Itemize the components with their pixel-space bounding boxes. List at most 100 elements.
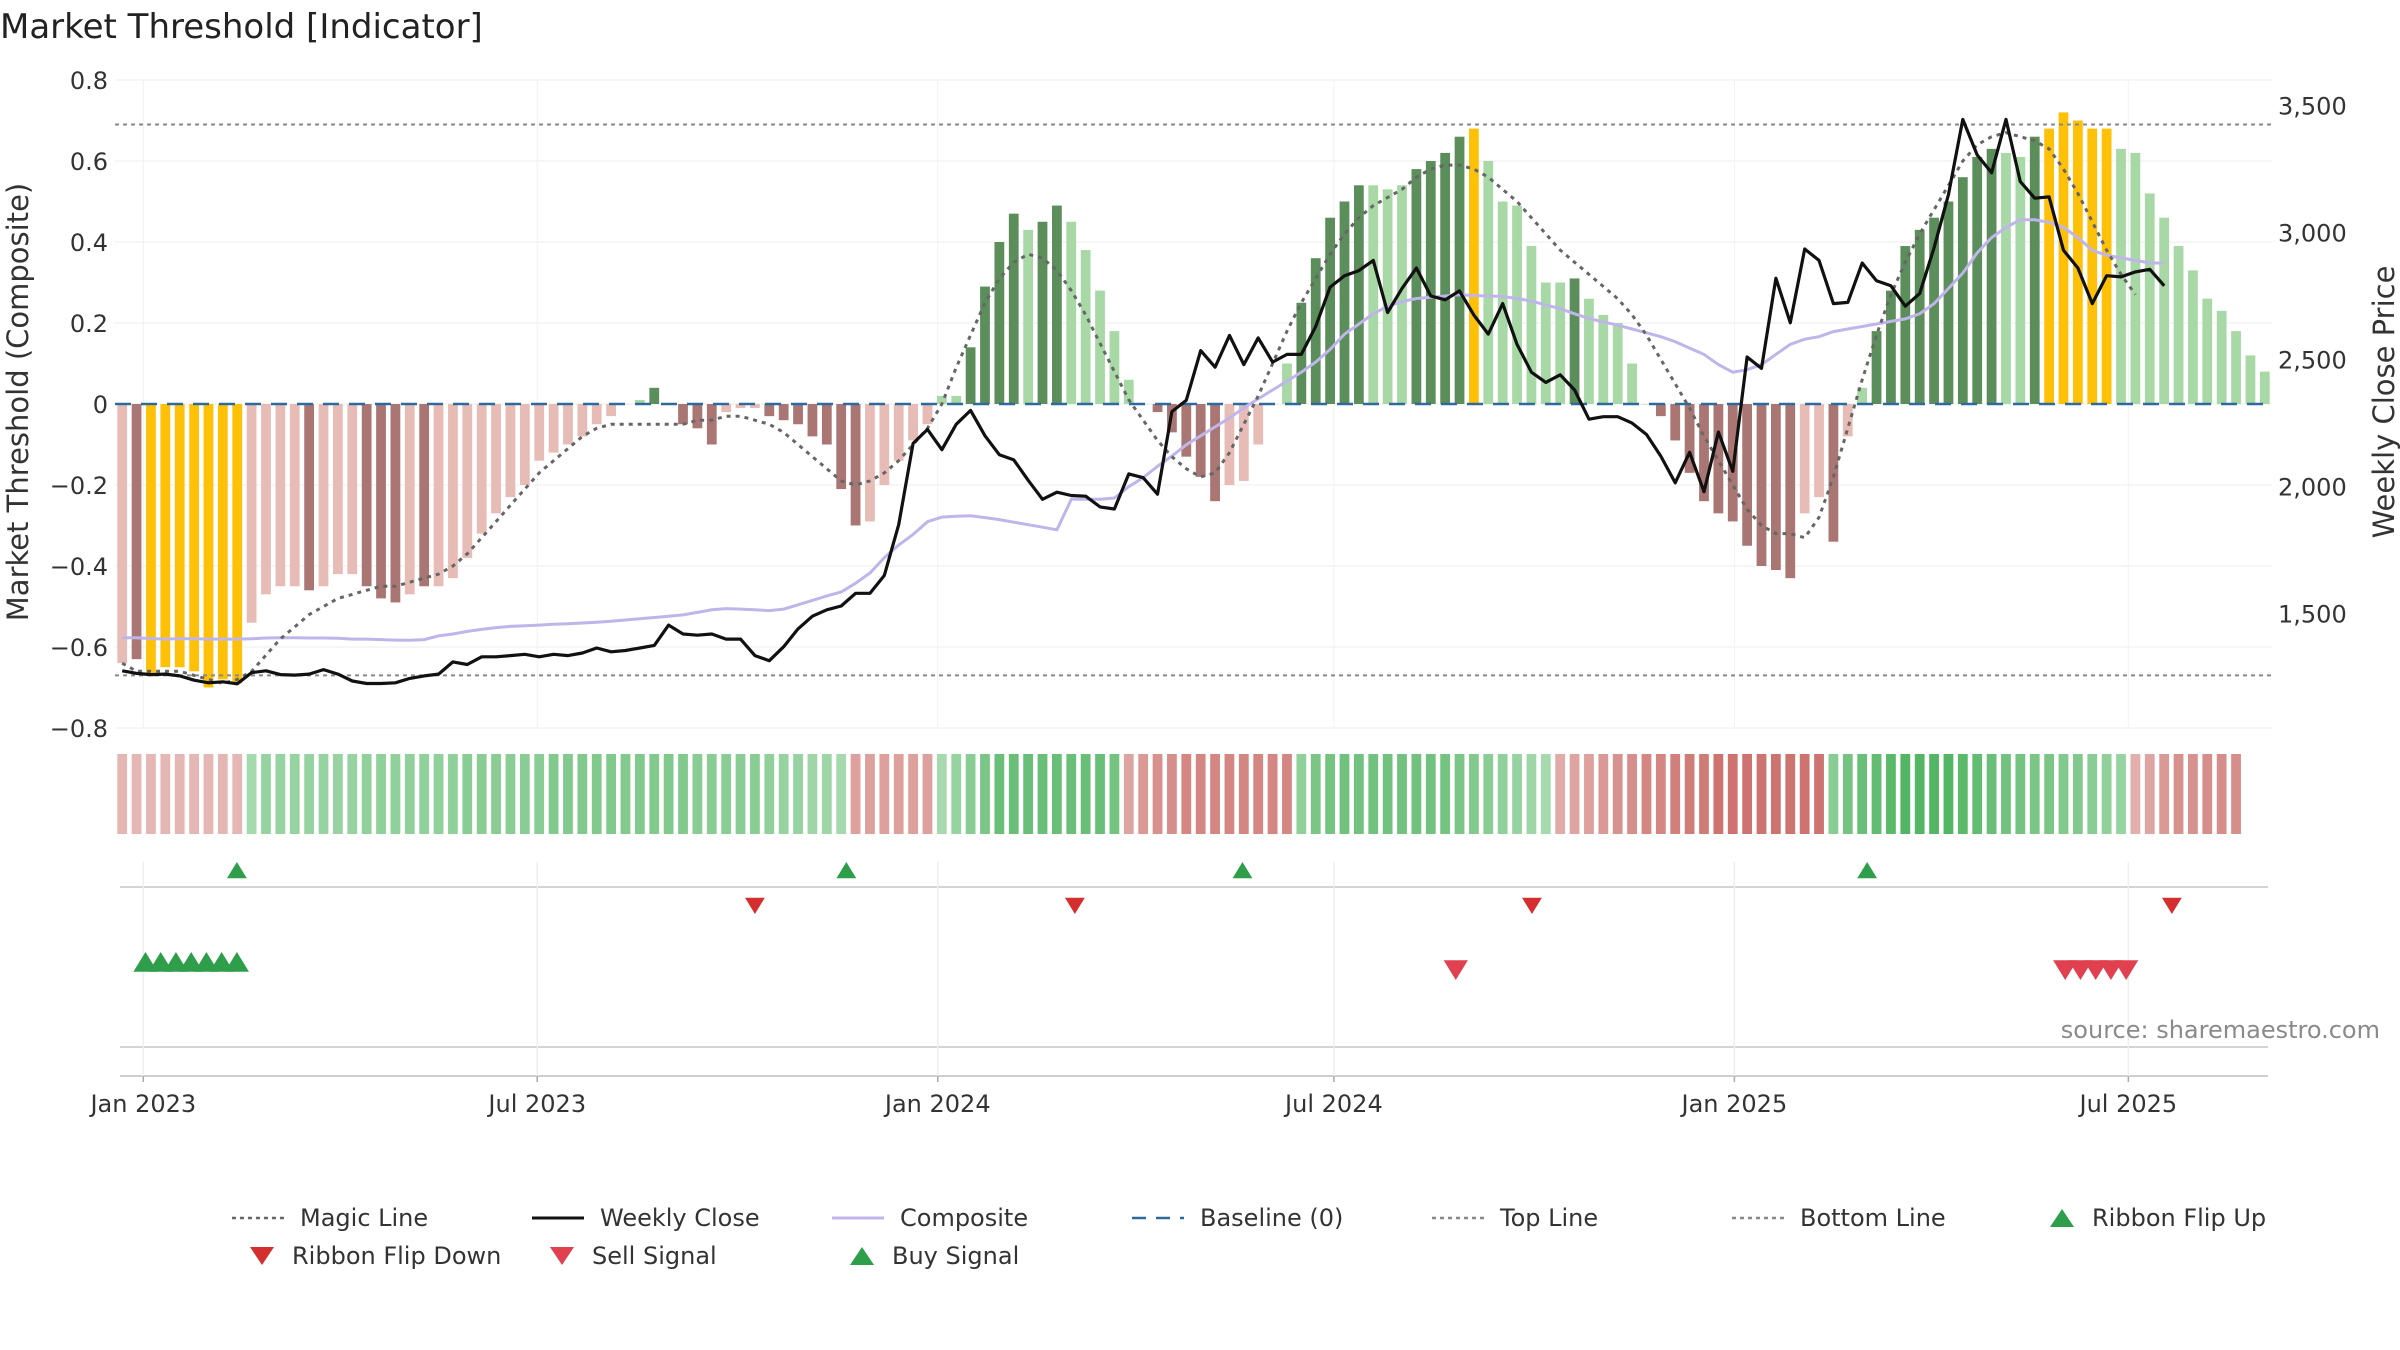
composite-bar xyxy=(793,404,803,425)
composite-bar xyxy=(1023,229,1034,404)
ribbon-cell xyxy=(476,754,487,834)
ribbon-cell xyxy=(1929,754,1939,834)
legend-label: Ribbon Flip Up xyxy=(2092,1204,2267,1232)
composite-bar xyxy=(649,387,660,404)
ribbon-cell xyxy=(951,754,962,834)
ribbon-cell xyxy=(347,754,358,834)
ribbon-cell xyxy=(1052,754,1062,834)
ribbon-cell xyxy=(419,754,430,834)
ribbon-cell xyxy=(534,754,545,834)
buy-signal-marker xyxy=(148,952,173,972)
ribbon-cell xyxy=(591,754,602,834)
composite-bar xyxy=(2001,152,2011,404)
ribbon-cell xyxy=(678,754,688,834)
composite-bar xyxy=(333,404,343,575)
composite-bar xyxy=(1957,177,1968,404)
ribbon-flip-down-marker xyxy=(745,897,765,914)
ribbon-cell xyxy=(1771,754,1781,834)
ribbon-cell xyxy=(2072,754,2083,834)
x-tick-label: Jul 2023 xyxy=(486,1090,586,1118)
ribbon-cell xyxy=(1871,754,1882,834)
ribbon-cell xyxy=(1569,754,1580,834)
ribbon-cell xyxy=(1699,754,1709,834)
ribbon-cell xyxy=(2173,754,2184,834)
ribbon-flip-down-marker xyxy=(1064,897,1085,914)
sell-signal-marker xyxy=(2098,960,2124,980)
ribbon-cell xyxy=(893,754,904,834)
composite-bar xyxy=(232,404,243,684)
composite-bar xyxy=(404,404,415,595)
composite-bar xyxy=(1569,278,1580,404)
ribbon-cell xyxy=(433,754,444,834)
ribbon-cell xyxy=(2087,754,2098,834)
composite-bar xyxy=(217,404,228,680)
ribbon-cell xyxy=(361,754,372,834)
composite-bar xyxy=(1655,404,1666,417)
sell-signal-marker xyxy=(2053,960,2078,980)
legend-item: Ribbon Flip Up xyxy=(2046,1200,2266,1236)
ribbon-cell xyxy=(1886,754,1896,834)
composite-bars xyxy=(117,112,2270,688)
ribbon-cell xyxy=(246,754,257,834)
y-tick-label: 0 xyxy=(93,391,108,419)
composite-bar xyxy=(1425,161,1436,404)
composite-bar xyxy=(893,404,904,461)
ribbon-cell xyxy=(2216,754,2227,834)
composite-bar xyxy=(361,404,372,587)
composite-bar xyxy=(563,404,573,445)
legend-item: Buy Signal xyxy=(846,1238,1019,1274)
ribbon-cell xyxy=(519,754,530,834)
ribbon-cell xyxy=(1095,754,1105,834)
composite-bar xyxy=(1310,258,1321,404)
composite-bar xyxy=(1929,217,1939,404)
ribbon-cell xyxy=(2159,754,2170,834)
composite-bar xyxy=(1540,282,1551,404)
y-tick-label: −0.4 xyxy=(50,553,108,581)
buy-signal-marker xyxy=(224,952,249,972)
ribbon-cell xyxy=(807,754,818,834)
legend-swatch-marker xyxy=(550,1247,574,1265)
ribbon-cell xyxy=(1138,754,1149,834)
ribbon-cell xyxy=(1023,754,1034,834)
ribbon-cell xyxy=(1785,754,1796,834)
ribbon-cell xyxy=(2202,754,2213,834)
ribbon-cell xyxy=(1555,754,1566,834)
composite-bar xyxy=(807,404,818,437)
ribbon-cell xyxy=(1440,754,1451,834)
ribbon-cell xyxy=(1641,754,1652,834)
x-tick-label: Jan 2024 xyxy=(883,1090,991,1118)
y-axis-label: Market Threshold (Composite) xyxy=(1,183,35,621)
ribbon-cell xyxy=(2130,754,2141,834)
composite-bar xyxy=(2029,136,2040,404)
composite-bar xyxy=(706,404,717,445)
composite-bar xyxy=(131,404,142,660)
ribbon-cell xyxy=(1454,754,1465,834)
y-tick-label: −0.8 xyxy=(50,715,108,743)
ribbon-cell xyxy=(1756,754,1767,834)
y2-axis-ticks: 3,500 3,000 2,500 2,000 1,500 xyxy=(2278,92,2347,628)
ribbon-cell xyxy=(376,754,386,834)
composite-bar xyxy=(1469,128,1479,404)
y-tick-label: 0.4 xyxy=(70,229,108,257)
ribbon-cell xyxy=(1123,754,1134,834)
composite-bar xyxy=(2101,128,2112,404)
composite-bar xyxy=(821,404,832,445)
composite-bar xyxy=(1339,201,1350,404)
composite-bar xyxy=(2259,371,2270,404)
ribbon-cell xyxy=(232,754,243,834)
legend-swatch-marker xyxy=(850,1247,874,1265)
ribbon-cell xyxy=(1727,754,1738,834)
legend-item: Sell Signal xyxy=(546,1238,717,1274)
composite-bar xyxy=(1325,217,1335,404)
composite-bar xyxy=(850,404,861,526)
composite-bar xyxy=(1109,331,1120,404)
y-axis-ticks: 0.8 0.6 0.4 0.2 0 −0.2 −0.4 −0.6 −0.8 xyxy=(50,67,108,743)
ribbon-cell xyxy=(620,754,631,834)
weekly-close-line xyxy=(121,117,2166,686)
composite-bar xyxy=(2015,156,2026,404)
ribbon-flip-up-marker xyxy=(226,862,247,879)
composite-bar xyxy=(778,404,789,421)
ribbon-cell xyxy=(1598,754,1609,834)
composite-bar xyxy=(1195,404,1206,477)
composite-bar xyxy=(534,404,545,461)
